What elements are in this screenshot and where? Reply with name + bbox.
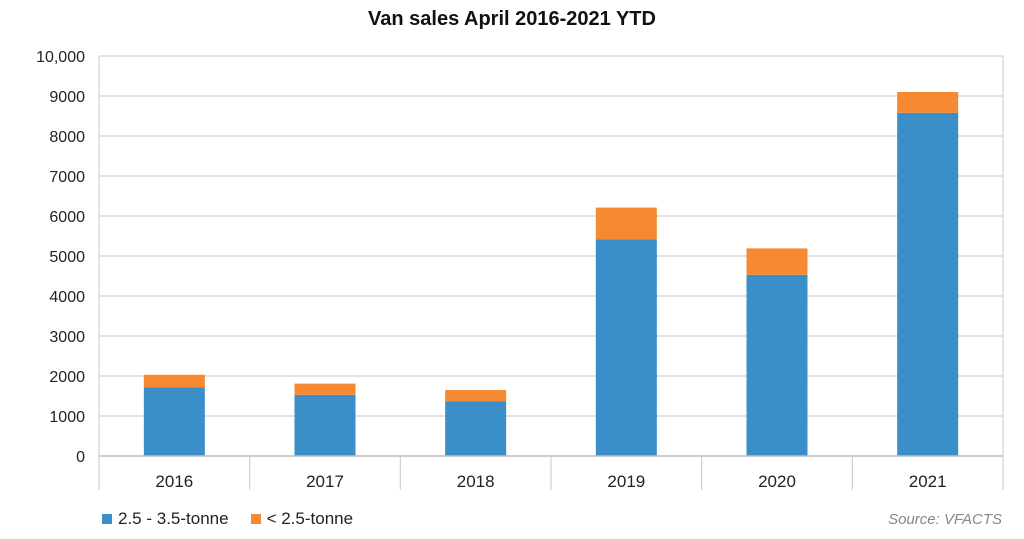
x-tick-label: 2017 (306, 472, 344, 491)
legend-item-series-2: < 2.5-tonne (250, 509, 354, 529)
bar-2018-series-2 (445, 390, 507, 402)
bar-2016-series-2 (143, 374, 205, 388)
x-tick-label: 2021 (909, 472, 947, 491)
legend-item-series-1: 2.5 - 3.5-tonne (102, 509, 229, 529)
x-tick-label: 2020 (758, 472, 796, 491)
y-tick-label: 1000 (49, 409, 85, 426)
y-tick-label: 6000 (49, 209, 85, 226)
x-tick-label: 2016 (155, 472, 193, 491)
x-tick-label: 2019 (607, 472, 645, 491)
y-tick-label: 4000 (49, 289, 85, 306)
y-tick-label: 3000 (49, 329, 85, 346)
bar-2019-series-2 (595, 207, 657, 240)
legend-label-series-1: 2.5 - 3.5-tonne (118, 509, 229, 528)
x-tick-label: 2018 (457, 472, 495, 491)
bar-2017-series-1 (294, 394, 356, 456)
bar-2017-series-2 (294, 383, 356, 395)
y-tick-label: 8000 (49, 129, 85, 146)
chart-legend: 2.5 - 3.5-tonne < 2.5-tonne (102, 509, 375, 529)
y-tick-label: 2000 (49, 369, 85, 386)
y-tick-label: 7000 (49, 169, 85, 186)
bar-2016-series-1 (143, 387, 205, 456)
bar-2020-series-2 (746, 248, 808, 275)
bar-2021-series-2 (897, 92, 959, 113)
bar-2021-series-1 (897, 112, 959, 457)
legend-label-series-2: < 2.5-tonne (266, 509, 354, 528)
y-tick-label: 9000 (49, 89, 85, 106)
chart-title: Van sales April 2016-2021 YTD (368, 8, 656, 30)
bar-2020-series-1 (746, 274, 808, 456)
bar-2019-series-1 (595, 239, 657, 456)
y-tick-label: 5000 (49, 249, 85, 266)
bar-2018-series-1 (445, 401, 507, 456)
legend-swatch-series-1 (102, 514, 112, 524)
y-tick-label: 10,000 (36, 49, 85, 66)
source-note: Source: VFACTS (888, 511, 1002, 528)
legend-swatch-series-2 (250, 514, 261, 524)
y-tick-label: 0 (76, 449, 85, 466)
